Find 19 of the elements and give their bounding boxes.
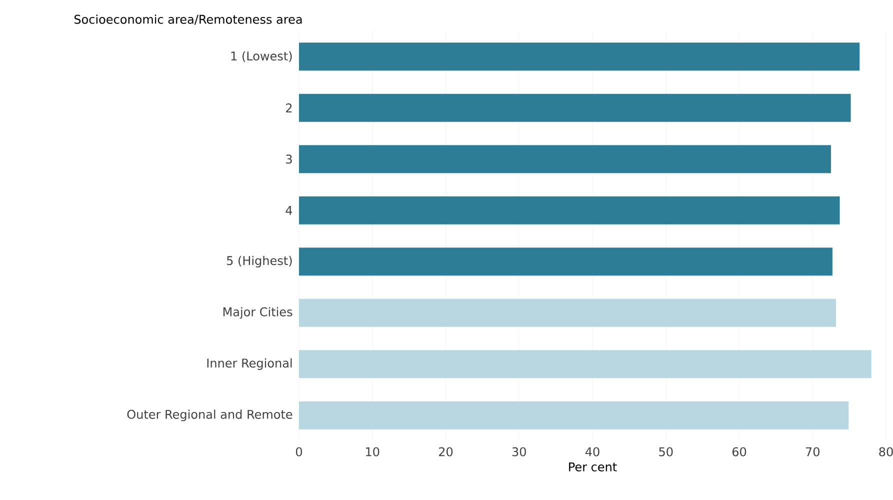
- x-axis-title: Per cent: [569, 462, 617, 472]
- x-tick-label: 80: [879, 447, 893, 456]
- x-tick-label: 30: [512, 447, 526, 456]
- x-tick-label: 0: [296, 447, 302, 456]
- y-tick-label: 2: [286, 103, 292, 112]
- x-tick-label: 70: [806, 447, 820, 456]
- y-tick-label: 4: [286, 206, 292, 215]
- y-tick-label: Major Cities: [223, 307, 292, 319]
- y-tick-label: 3: [286, 154, 292, 164]
- x-tick-label: 20: [439, 447, 453, 456]
- x-tick-label: 50: [659, 447, 673, 456]
- y-tick-label: Inner Regional: [207, 358, 292, 370]
- y-tick-label: 5 (Highest): [226, 256, 292, 268]
- y-tick-label: Outer Regional and Remote: [127, 410, 292, 422]
- y-axis-title: Socioeconomic area/Remoteness area: [74, 14, 302, 25]
- y-tick-label: 1 (Lowest): [231, 51, 292, 62]
- x-tick-label: 60: [732, 447, 746, 456]
- x-tick-label: 10: [366, 447, 380, 456]
- x-tick-label: 40: [585, 447, 600, 456]
